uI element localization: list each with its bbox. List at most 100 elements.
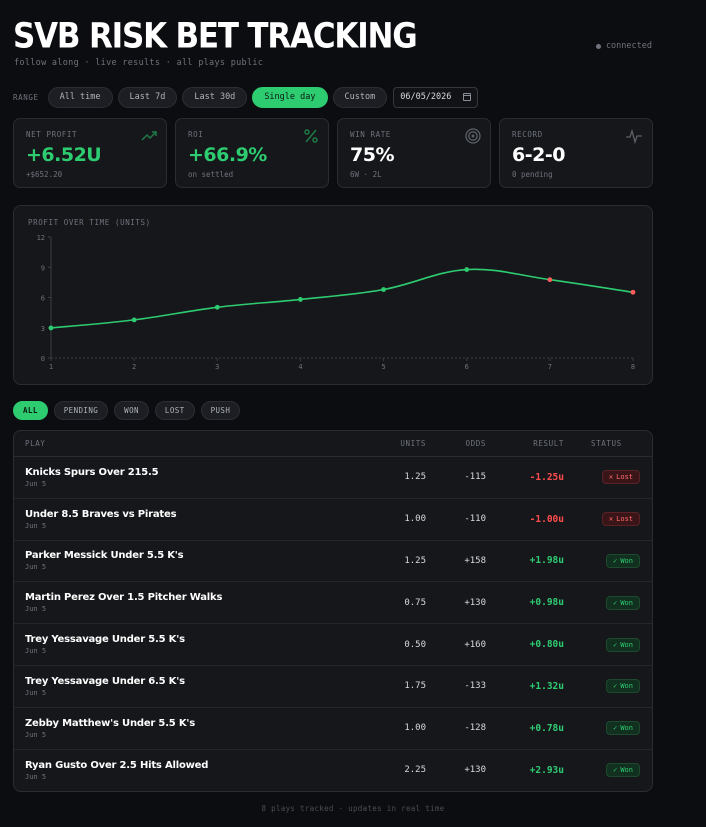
filter-lost-button[interactable]: LOST <box>154 401 195 420</box>
units-cell: 0.75 <box>404 597 426 608</box>
filter-pending-button[interactable]: PENDING <box>53 401 109 420</box>
range-all-time-button[interactable]: All time <box>47 86 113 108</box>
profit-chart: PROFIT OVER TIME (UNITS) 0 3 6 9 12 1 2 3 4 5 6 7 8 <box>13 205 653 385</box>
x-icon: ✕ <box>608 515 614 524</box>
odds-cell: -110 <box>464 514 486 525</box>
units-cell: 1.00 <box>404 514 426 525</box>
card-label: ROI <box>188 130 204 139</box>
status-label: Won <box>620 766 633 775</box>
status-cell: ✓ Won <box>564 637 652 652</box>
range-last-7d-button[interactable]: Last 7d <box>117 86 178 108</box>
filter-all-button[interactable]: ALL <box>13 401 48 420</box>
range-label: RANGE <box>13 92 39 102</box>
x-tick-label: 1 <box>49 363 53 371</box>
page-title: SVB RISK BET TRACKING <box>13 16 418 57</box>
status-dot-icon <box>595 43 601 49</box>
range-single-day-button[interactable]: Single day <box>252 86 328 108</box>
status-badge: ✕ Lost <box>601 470 640 485</box>
range-custom-button[interactable]: Custom <box>332 86 388 108</box>
table-row[interactable]: Parker Messick Under 5.5 K's Jun 5 1.25 +15… <box>14 541 652 583</box>
win-rate-card: WIN RATE 75% 6W · 2L <box>337 118 491 188</box>
win-point <box>464 267 470 272</box>
status-badge: ✓ Won <box>606 553 640 568</box>
play-cell: Trey Yessavage Under 6.5 K's Jun 5 <box>14 676 364 697</box>
card-sub: 6W · 2L <box>350 170 382 179</box>
y-tick-label: 0 <box>41 355 45 363</box>
status-badge: ✓ Won <box>606 679 640 694</box>
date-value: 06/05/2026 <box>400 92 452 102</box>
profit-series-line <box>50 268 634 329</box>
status-badge: ✓ Won <box>606 595 640 610</box>
win-point <box>131 317 137 323</box>
x-tick-label: 8 <box>631 363 635 371</box>
table-row[interactable]: Ryan Gusto Over 2.5 Hits Allowed Jun 5 2.2… <box>14 750 652 791</box>
x-tick-label: 3 <box>215 363 219 371</box>
status-label: Lost <box>616 473 633 482</box>
play-date: Jun 5 <box>25 605 47 614</box>
status-cell: ✓ Won <box>564 679 652 694</box>
odds-cell: +160 <box>464 639 486 650</box>
target-icon <box>465 128 481 144</box>
status-badge: ✓ Won <box>606 721 640 736</box>
odds-cell: +130 <box>464 765 486 776</box>
table-row[interactable]: Trey Yessavage Under 6.5 K's Jun 5 1.75 -13… <box>14 666 652 708</box>
play-name: Martin Perez Over 1.5 Pitcher Walks <box>25 592 223 604</box>
status-cell: ✓ Won <box>564 595 652 610</box>
footer-text: 8 plays tracked · updates in real time <box>261 804 445 813</box>
play-name: Under 8.5 Braves vs Pirates <box>25 508 177 520</box>
loss-point <box>630 289 636 295</box>
status-label: Won <box>620 640 633 649</box>
header-result: RESULT <box>533 439 564 448</box>
play-date: Jun 5 <box>25 563 47 572</box>
units-cell: 0.50 <box>404 639 426 650</box>
play-name: Trey Yessavage Under 6.5 K's <box>25 675 185 687</box>
table-row[interactable]: Zebby Matthew's Under 5.5 K's Jun 5 1.00 -1… <box>14 708 652 750</box>
win-point <box>381 287 386 292</box>
play-date: Jun 5 <box>25 521 47 530</box>
connection-status: connected <box>595 41 652 51</box>
range-last-30d-button[interactable]: Last 30d <box>182 86 248 108</box>
result-cell: +1.98u <box>529 555 564 567</box>
odds-cell: -115 <box>464 472 486 483</box>
date-input[interactable]: 06/05/2026 <box>393 86 479 108</box>
header-status: STATUS <box>591 439 622 448</box>
units-cell: 1.25 <box>404 555 426 566</box>
play-date: Jun 5 <box>25 647 47 656</box>
win-point <box>214 304 220 310</box>
header-odds: ODDS <box>465 439 486 448</box>
x-tick-label: 2 <box>132 363 136 371</box>
check-icon: ✓ <box>613 598 618 607</box>
play-cell: Trey Yessavage Under 5.5 K's Jun 5 <box>14 634 364 655</box>
table-row[interactable]: Trey Yessavage Under 5.5 K's Jun 5 0.50 +16… <box>14 624 652 666</box>
play-name: Trey Yessavage Under 5.5 K's <box>25 634 185 646</box>
play-cell: Martin Perez Over 1.5 Pitcher Walks Jun 5 <box>14 592 364 613</box>
card-value: +66.9% <box>188 144 267 166</box>
filter-push-button[interactable]: PUSH <box>200 401 241 420</box>
calendar-icon[interactable] <box>463 93 472 101</box>
play-cell: Zebby Matthew's Under 5.5 K's Jun 5 <box>14 718 364 739</box>
status-badge: ✓ Won <box>606 763 640 778</box>
x-tick-label: 7 <box>548 363 552 371</box>
check-icon: ✓ <box>613 682 618 691</box>
win-point <box>298 297 303 302</box>
loss-point <box>547 277 553 283</box>
status-label: Won <box>620 724 633 733</box>
play-cell: Ryan Gusto Over 2.5 Hits Allowed Jun 5 <box>14 760 364 781</box>
stat-cards: NET PROFIT +6.52U +$652.20 ROI +66.9% on… <box>13 118 653 188</box>
table-header: PLAY UNITS ODDS RESULT STATUS <box>14 431 652 457</box>
filter-won-button[interactable]: WON <box>114 401 149 420</box>
plays-table: PLAY UNITS ODDS RESULT STATUS Knicks Spu… <box>13 430 653 792</box>
table-row[interactable]: Martin Perez Over 1.5 Pitcher Walks Jun 5… <box>14 582 652 625</box>
result-cell: +2.93u <box>529 764 564 776</box>
table-row[interactable]: Knicks Spurs Over 215.5 Jun 5 1.25 -115 -1.2… <box>14 457 652 499</box>
card-label: RECORD <box>512 130 543 139</box>
status-badge: ✕ Lost <box>601 512 640 527</box>
odds-cell: -128 <box>464 723 486 734</box>
status-label: Won <box>620 598 633 607</box>
status-cell: ✕ Lost <box>564 470 652 485</box>
result-cell: +0.78u <box>529 722 564 734</box>
y-tick-label: 9 <box>41 264 45 272</box>
table-row[interactable]: Under 8.5 Braves vs Pirates Jun 5 1.00 -110… <box>14 499 652 541</box>
x-tick-label: 6 <box>465 363 469 371</box>
